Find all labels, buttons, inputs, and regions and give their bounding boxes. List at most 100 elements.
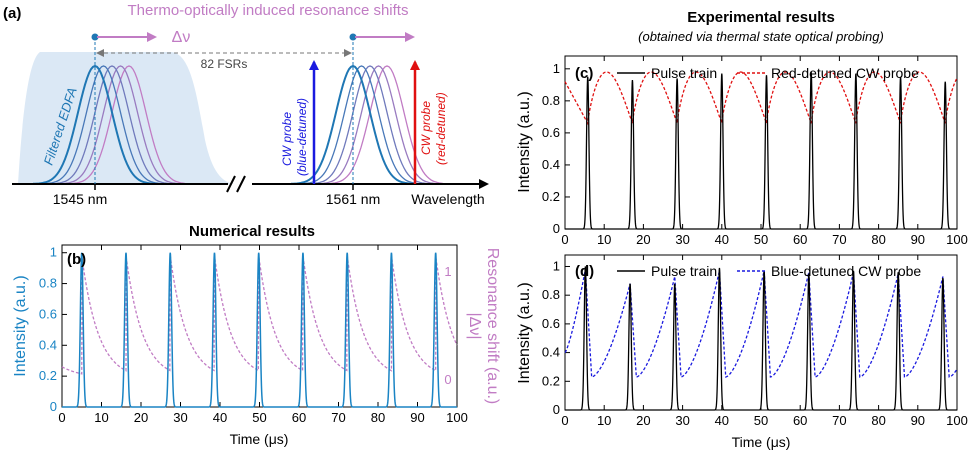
x-tick-label: 60	[793, 413, 807, 428]
panel-b-title: Numerical results	[189, 223, 315, 240]
axis-break-2	[236, 175, 246, 193]
x-tick-label: 50	[252, 410, 266, 425]
x-tick-label: 20	[636, 232, 650, 247]
y-tick-label: 0.4	[542, 157, 560, 172]
panel-a-schematic: 82 FSRs (a) Thermo-optically induced res…	[3, 2, 489, 207]
x-tick-label: 70	[331, 410, 345, 425]
panel-c-label: (c)	[575, 65, 593, 82]
right-resonance-2	[308, 65, 432, 185]
panel-b-right-tick-0: 0	[444, 372, 451, 387]
x-tick-label: 0	[58, 410, 65, 425]
panel-b-ylabel-right: Resonance shift (a.u.)	[484, 248, 501, 405]
y-tick-label: 0.8	[542, 93, 560, 108]
legend-c-pulse-label: Pulse train	[651, 65, 717, 81]
panel-d-ylabel: Intensity (a.u.)	[516, 282, 533, 383]
resonance-dot-1545	[91, 33, 99, 41]
cw-probe-red-label: CW probe (red-detuned)	[419, 92, 448, 165]
x-tick-label: 90	[410, 410, 424, 425]
y-tick-label: 0	[50, 399, 57, 414]
x-tick-label: 0	[561, 232, 568, 247]
right-resonance-1	[299, 65, 424, 185]
x-tick-label: 90	[911, 413, 925, 428]
y-tick-label: 1	[553, 61, 560, 76]
y-tick-label: 0.2	[542, 189, 560, 204]
y-tick-label: 0.8	[542, 287, 560, 302]
x-tick-label: 10	[94, 410, 108, 425]
wavelength-axis-label: Wavelength	[411, 191, 484, 207]
panel-d-xlabel: Time (μs)	[732, 434, 791, 450]
x-tick-label: 100	[446, 410, 468, 425]
y-tick-label: 0.8	[39, 276, 57, 291]
x-tick-label: 50	[754, 232, 768, 247]
resonance-shift-line	[61, 255, 458, 375]
y-tick-label: 0.2	[39, 368, 57, 383]
x-tick-label: 100	[946, 232, 968, 247]
resonance-group-1545	[33, 64, 191, 185]
panel-a-label: (a)	[3, 5, 21, 22]
panel-d-ticks: 0 10 20 30 40 50 60 70 80 90 100 0 0.2 0.4 0.6 0.8 1	[542, 255, 968, 428]
left-resonance-1	[41, 65, 166, 185]
panel-b-ylabel-left: Intensity (a.u.)	[12, 275, 29, 376]
y-tick-label: 0	[553, 221, 560, 236]
y-tick-label: 1	[50, 245, 57, 260]
fsr-label: 82 FSRs	[201, 57, 248, 71]
x-tick-label: 80	[871, 413, 885, 428]
cw-probe-blue-label: CW probe (blue-detuned)	[280, 98, 309, 176]
x-tick-label: 50	[754, 413, 768, 428]
experimental-title: Experimental results	[687, 9, 835, 26]
panel-c-ylabel: Intensity (a.u.)	[516, 91, 533, 192]
panel-b-xlabel: Time (μs)	[230, 431, 289, 447]
x-tick-label: 30	[675, 413, 689, 428]
right-resonance-0	[291, 64, 415, 185]
panel-c-ticks: 0 10 20 30 40 50 60 70 80 90 100 0 0.2 0.4 0.6 0.8 1	[542, 56, 968, 247]
x-tick-label: 10	[597, 232, 611, 247]
y-tick-label: 0.6	[39, 306, 57, 321]
y-tick-label: 0.4	[39, 337, 57, 352]
legend-c-probe-label: Red-detuned CW probe	[771, 65, 919, 81]
tick-label-1545: 1545 nm	[53, 191, 107, 207]
y-tick-label: 1	[553, 258, 560, 273]
panel-c-plot-area	[564, 71, 958, 230]
axis-break-1	[226, 175, 236, 193]
y-tick-label: 0.2	[542, 373, 560, 388]
panel-d-label: (d)	[575, 263, 594, 280]
x-tick-label: 70	[832, 232, 846, 247]
experimental-subtitle: (obtained via thermal state optical prob…	[638, 29, 884, 44]
x-tick-label: 90	[911, 232, 925, 247]
panel-c-experimental-red: Experimental results (obtained via therm…	[516, 9, 968, 247]
x-tick-label: 30	[675, 232, 689, 247]
red-detuned-probe-line	[564, 71, 958, 126]
panel-d-plot-area	[564, 266, 958, 411]
legend-d-probe-label: Blue-detuned CW probe	[771, 263, 921, 279]
x-tick-label: 80	[371, 410, 385, 425]
tick-label-1561: 1561 nm	[326, 191, 380, 207]
pulse-train-line-c	[565, 71, 957, 230]
panel-b-right-tick-1: 1	[444, 264, 451, 279]
resonance-group-1561	[291, 64, 449, 185]
y-tick-label: 0.6	[542, 125, 560, 140]
left-resonance-2	[50, 65, 174, 185]
panel-a-title: Thermo-optically induced resonance shift…	[128, 2, 409, 19]
left-resonance-4	[67, 65, 191, 185]
right-resonance-4	[325, 65, 449, 185]
y-tick-label: 0.4	[542, 345, 560, 360]
x-tick-label: 100	[946, 413, 968, 428]
panel-b-label: (b)	[67, 251, 86, 268]
delta-nu-label: Δν	[172, 29, 191, 46]
panel-b-numerical: Numerical results 0 10 20 30 40 50 60 70 80 90 100…	[12, 223, 501, 447]
x-tick-label: 40	[213, 410, 227, 425]
x-tick-label: 20	[134, 410, 148, 425]
panel-d-experimental-blue: 0 10 20 30 40 50 60 70 80 90 100 0 0.2 0.4 0.6 0.8 1 (d)…	[516, 254, 968, 450]
left-resonance-3	[58, 65, 183, 185]
x-tick-label: 40	[715, 413, 729, 428]
intensity-pulse-line	[62, 252, 457, 408]
panel-b-ylabel-right-symbol: |Δν|	[466, 313, 483, 340]
x-tick-label: 70	[832, 413, 846, 428]
x-tick-label: 60	[793, 232, 807, 247]
y-tick-label: 0.6	[542, 316, 560, 331]
right-resonance-3	[316, 65, 441, 185]
x-tick-label: 60	[292, 410, 306, 425]
x-tick-label: 40	[715, 232, 729, 247]
